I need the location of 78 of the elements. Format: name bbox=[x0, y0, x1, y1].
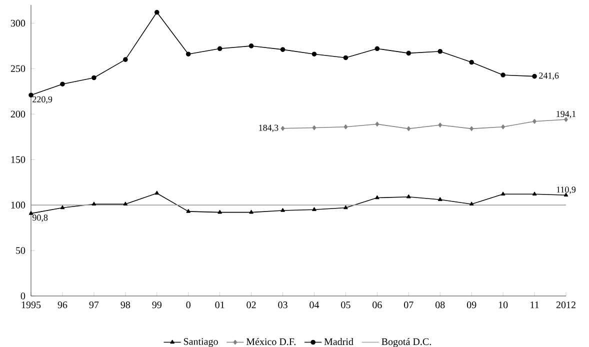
point bbox=[532, 74, 537, 79]
point bbox=[123, 57, 128, 62]
point bbox=[312, 52, 317, 56]
point bbox=[92, 75, 96, 80]
point bbox=[406, 194, 411, 198]
data-label: 241,6 bbox=[539, 72, 559, 80]
point bbox=[186, 52, 191, 56]
x-tick-label: 97 bbox=[89, 302, 99, 308]
point bbox=[469, 60, 474, 65]
point bbox=[406, 50, 412, 56]
data-label: 194,1 bbox=[556, 110, 576, 118]
legend-label: México D.F. bbox=[246, 338, 296, 346]
point bbox=[406, 126, 411, 132]
point bbox=[532, 118, 536, 124]
x-tick-label: 03 bbox=[278, 302, 288, 308]
point bbox=[217, 46, 222, 52]
y-tick-label: 200 bbox=[10, 110, 26, 118]
data-label: 110,9 bbox=[556, 186, 576, 194]
x-tick-label: 1995 bbox=[22, 302, 41, 308]
legend-label: Madrid bbox=[324, 338, 354, 346]
point bbox=[249, 210, 254, 214]
x-tick-label: 02 bbox=[246, 302, 256, 308]
y-tick-label: 150 bbox=[11, 156, 26, 163]
x-tick-label: 2012 bbox=[556, 302, 576, 308]
x-tick-label: 07 bbox=[404, 302, 414, 308]
point bbox=[438, 122, 442, 128]
point bbox=[280, 47, 286, 52]
x-tick-label: 01 bbox=[215, 302, 224, 308]
point bbox=[60, 82, 65, 87]
point bbox=[123, 202, 128, 206]
point bbox=[501, 124, 505, 130]
point bbox=[470, 126, 474, 132]
y-tick-label: 100 bbox=[11, 202, 26, 208]
y-tick-label: 300 bbox=[10, 20, 26, 27]
point bbox=[218, 210, 222, 214]
y-tick-label: 0 bbox=[20, 292, 26, 300]
x-tick-label: 06 bbox=[372, 302, 382, 308]
point bbox=[280, 126, 285, 131]
data-label: 184,3 bbox=[259, 124, 278, 132]
point bbox=[500, 192, 506, 196]
y-tick-label: 250 bbox=[10, 65, 26, 72]
point bbox=[154, 190, 160, 195]
point bbox=[344, 205, 348, 210]
x-tick-label: 11 bbox=[530, 302, 539, 308]
point bbox=[344, 124, 348, 130]
point bbox=[438, 197, 442, 201]
point bbox=[500, 72, 506, 78]
x-tick-label: 96 bbox=[58, 302, 68, 308]
point bbox=[154, 10, 160, 15]
point bbox=[375, 122, 380, 127]
x-tick-label: 04 bbox=[310, 302, 320, 308]
point bbox=[375, 195, 380, 200]
x-tick-label: 0 bbox=[186, 302, 190, 308]
x-tick-label: 99 bbox=[152, 302, 162, 308]
point bbox=[28, 211, 34, 215]
point bbox=[469, 202, 474, 206]
point bbox=[343, 55, 348, 60]
point bbox=[280, 208, 285, 212]
point bbox=[374, 46, 380, 52]
y-tick-label: 50 bbox=[16, 247, 26, 254]
legend-label: Bogotá D.C. bbox=[382, 338, 431, 347]
point bbox=[186, 209, 190, 213]
point bbox=[312, 125, 316, 130]
point bbox=[92, 202, 96, 206]
point bbox=[312, 207, 316, 211]
point bbox=[438, 48, 443, 54]
x-tick-label: 10 bbox=[498, 302, 508, 308]
point bbox=[248, 44, 254, 48]
point bbox=[532, 192, 537, 196]
x-tick-label: 08 bbox=[435, 302, 445, 308]
legend-label: Santiago bbox=[184, 338, 218, 347]
point bbox=[60, 205, 65, 210]
point bbox=[28, 92, 34, 98]
data-label: 220,9 bbox=[32, 96, 52, 104]
x-tick-label: 05 bbox=[341, 302, 350, 308]
data-label: 90,8 bbox=[32, 214, 48, 222]
x-tick-label: 09 bbox=[466, 302, 476, 308]
x-tick-label: 98 bbox=[120, 302, 130, 308]
